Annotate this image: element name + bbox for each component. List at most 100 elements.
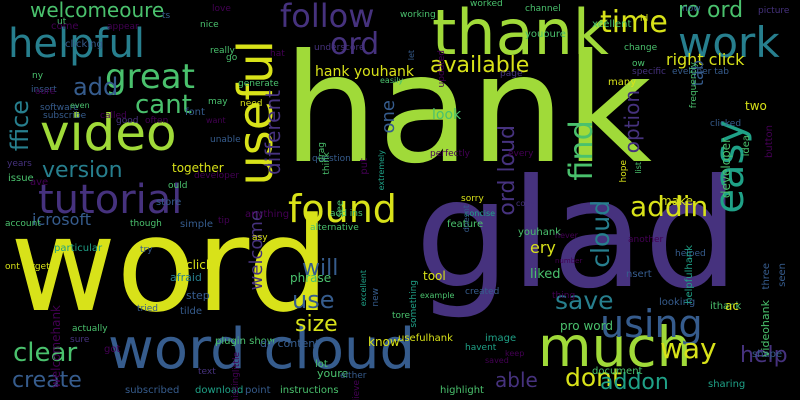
cloud-word: specific: [632, 67, 667, 77]
cloud-word: tore: [392, 311, 411, 321]
cloud-word: hank: [283, 23, 652, 197]
cloud-word: two: [745, 99, 767, 113]
cloud-word: phrase: [290, 271, 332, 285]
cloud-word: much: [538, 315, 692, 379]
cloud-word: put: [359, 158, 370, 175]
cloud-word: created: [465, 287, 500, 297]
cloud-word: hat: [270, 49, 285, 59]
cloud-word: idea: [741, 135, 752, 157]
cloud-word: videohank: [759, 300, 772, 358]
cloud-word: three: [761, 263, 772, 290]
cloud-word: download: [195, 385, 244, 396]
cloud-word: welcomehank: [49, 305, 63, 389]
cloud-word: ow: [632, 59, 645, 69]
cloud-word: appear: [107, 22, 139, 32]
cloud-word: know: [368, 335, 400, 349]
cloud-word: plugin show: [215, 336, 275, 347]
cloud-word: button: [764, 125, 775, 158]
cloud-word: helpfulhank: [684, 245, 695, 304]
cloud-word: tool: [423, 269, 446, 283]
cloud-word: ac: [725, 299, 739, 313]
cloud-word: text: [198, 367, 216, 377]
cloud-word: generate: [238, 79, 279, 89]
cloud-word: yououre: [525, 29, 566, 40]
cloud-word: store: [156, 197, 182, 208]
cloud-word: particular: [54, 243, 103, 254]
cloud-word: working: [400, 10, 436, 20]
cloud-word: addin: [630, 190, 709, 223]
cloud-word: tilde: [180, 306, 202, 317]
cloud-word: picture: [758, 6, 790, 16]
cloud-word: another: [628, 235, 664, 245]
cloud-word: icrosoft: [32, 210, 92, 229]
cloud-word: easily: [380, 76, 404, 85]
cloud-word: available: [430, 53, 530, 78]
cloud-word: see: [335, 200, 346, 218]
cloud-word: worked: [470, 0, 503, 9]
cloud-word: one: [378, 100, 399, 134]
cloud-word: option: [620, 90, 644, 154]
cloud-word: think: [322, 152, 332, 175]
cloud-word: channel: [525, 4, 561, 14]
cloud-word: number: [555, 257, 583, 265]
cloud-word: youhank: [518, 227, 561, 238]
cloud-word: copy: [516, 199, 536, 208]
cloud-word: believe: [352, 380, 362, 400]
cloud-word: many: [608, 77, 637, 88]
cloud-word: even: [70, 101, 90, 110]
cloud-word: save: [555, 286, 614, 315]
cloud-word: cant: [135, 90, 192, 120]
cloud-word: little: [232, 352, 242, 373]
cloud-word: let: [407, 50, 416, 61]
cloud-word: make: [660, 194, 693, 208]
cloud-word: eveloper tab: [672, 67, 729, 77]
cloud-word: together: [172, 161, 224, 175]
cloud-word: clear: [13, 338, 78, 368]
cloud-word: try: [140, 245, 153, 255]
cloud-word: something: [409, 280, 419, 328]
cloud-word: lot: [315, 359, 328, 370]
cloud-word: version: [42, 158, 123, 183]
cloud-word: years: [7, 159, 32, 169]
cloud-word: able: [495, 368, 538, 392]
cloud-word: new: [371, 288, 381, 307]
cloud-word: underscore: [314, 43, 365, 53]
cloud-word: asy: [252, 233, 268, 243]
cloud-word: love: [212, 4, 231, 14]
cloud-word: ould: [168, 181, 188, 191]
cloud-word: keep: [505, 349, 525, 358]
cloud-word: ts: [162, 11, 171, 21]
cloud-word: time: [600, 5, 668, 40]
cloud-word: feature: [447, 219, 484, 230]
cloud-word: work: [678, 18, 780, 67]
cloud-word: updated: [437, 50, 447, 88]
cloud-word: step: [186, 289, 210, 302]
cloud-word: dont: [565, 363, 622, 392]
cloud-word: anything: [245, 209, 290, 220]
cloud-word: ro ord: [678, 0, 744, 23]
cloud-word: page: [500, 69, 523, 79]
cloud-word: hank youhank: [315, 64, 415, 80]
cloud-word: developer: [719, 138, 733, 199]
cloud-word: saved: [485, 356, 509, 365]
cloud-word: go: [226, 53, 238, 63]
cloud-word: youre: [317, 367, 349, 380]
cloud-word: help: [740, 343, 788, 368]
cloud-word: tutorial: [38, 177, 183, 223]
cloud-word: oure: [35, 87, 56, 97]
cloud-word: using: [600, 302, 703, 346]
cloud-word: tip: [218, 216, 230, 226]
cloud-word: often: [145, 116, 169, 126]
cloud-word: want: [206, 116, 226, 125]
cloud-word: really: [210, 46, 235, 56]
cloud-word: good: [116, 116, 139, 126]
cloud-word: developer: [194, 171, 240, 181]
cloud-word: never: [555, 231, 578, 240]
cloud-word: issue: [8, 173, 34, 184]
cloud-word: addon: [600, 370, 669, 395]
cloud-word: account: [5, 219, 41, 229]
cloud-word: image: [485, 333, 517, 344]
cloud-word: use: [292, 286, 335, 314]
cloud-word: thing: [552, 291, 576, 301]
cloud-word: way: [660, 332, 717, 365]
